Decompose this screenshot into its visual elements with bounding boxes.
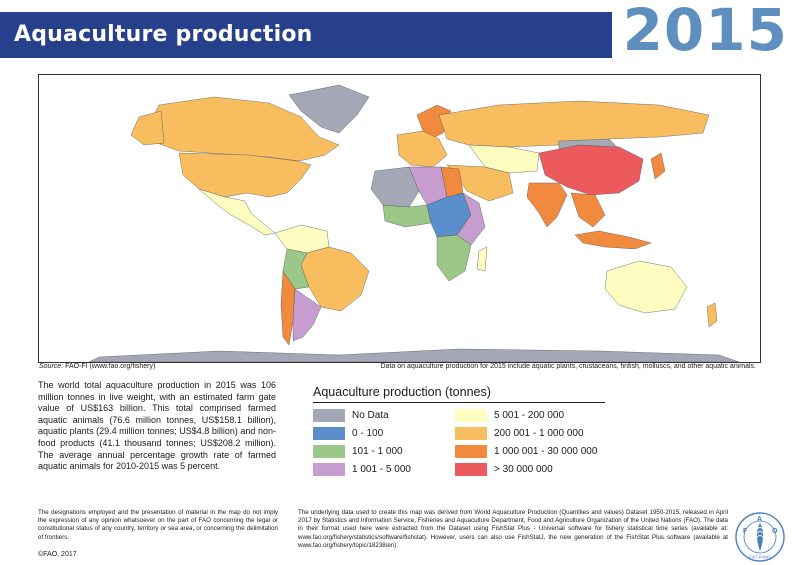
middle-east bbox=[446, 164, 514, 202]
logo-motto: FIAT PANIS bbox=[749, 555, 771, 560]
legend-label: 0 - 100 bbox=[352, 428, 384, 439]
madagascar bbox=[476, 246, 488, 272]
new-zealand bbox=[706, 302, 718, 328]
page-title: Aquaculture production bbox=[14, 22, 313, 47]
fao-logo: F A O FIAT PANIS bbox=[735, 512, 785, 562]
legend-item-5001-200000: 5 001 - 200 000 bbox=[455, 409, 605, 422]
legend-swatch bbox=[313, 445, 345, 458]
canada bbox=[148, 96, 340, 162]
world-map-svg bbox=[88, 84, 740, 362]
argentina bbox=[292, 288, 322, 342]
legend-swatch bbox=[313, 463, 345, 476]
map-note: Data on aquaculture production for 2015 … bbox=[380, 363, 757, 370]
source-label: Source: bbox=[39, 363, 64, 370]
summary-text: The world total aquaculture production i… bbox=[38, 380, 276, 472]
united-states bbox=[178, 152, 312, 198]
indonesia bbox=[574, 230, 652, 250]
header: Aquaculture production 2015 bbox=[0, 0, 800, 64]
legend-swatch bbox=[455, 427, 487, 440]
alaska bbox=[130, 110, 165, 146]
legend-swatch bbox=[455, 445, 487, 458]
legend-item-over-30000000: > 30 000 000 bbox=[455, 463, 605, 476]
southern-africa bbox=[436, 234, 472, 282]
australia bbox=[604, 260, 688, 314]
legend-label: No Data bbox=[352, 410, 389, 421]
legend-label: 1 001 - 5 000 bbox=[352, 464, 411, 475]
legend-label: > 30 000 000 bbox=[494, 464, 553, 475]
western-europe bbox=[396, 130, 448, 168]
russia bbox=[438, 100, 710, 148]
japan bbox=[650, 152, 666, 180]
colombia-venezuela bbox=[274, 224, 330, 254]
logo-letter-o: O bbox=[772, 528, 778, 535]
legend-swatch bbox=[313, 409, 345, 422]
world-map bbox=[38, 74, 761, 363]
legend-item-no-data: No Data bbox=[313, 409, 453, 422]
legend-label: 5 001 - 200 000 bbox=[494, 410, 565, 421]
legend: Aquaculture production (tonnes) No Data … bbox=[313, 385, 605, 476]
legend-label: 200 001 - 1 000 000 bbox=[494, 428, 584, 439]
mongolia bbox=[558, 138, 618, 150]
data-source-note: The underlying data used to create this … bbox=[298, 509, 728, 549]
year-label: 2015 bbox=[622, 0, 788, 64]
logo-letter-f: F bbox=[743, 528, 748, 535]
legend-label: 1 000 001 - 30 000 000 bbox=[494, 446, 598, 457]
legend-item-1000001-30000000: 1 000 001 - 30 000 000 bbox=[455, 445, 605, 458]
legend-swatch bbox=[455, 409, 487, 422]
legend-item-0-100: 0 - 100 bbox=[313, 427, 453, 440]
india bbox=[526, 182, 568, 228]
southeast-asia bbox=[570, 192, 606, 228]
legend-title: Aquaculture production (tonnes) bbox=[313, 385, 605, 403]
legend-swatch bbox=[455, 463, 487, 476]
legend-label: 101 - 1 000 bbox=[352, 446, 403, 457]
source-text: FAO-FI (www.fao.org/fishery) bbox=[65, 363, 156, 370]
title-bar: Aquaculture production bbox=[0, 12, 612, 58]
legend-item-200001-1000000: 200 001 - 1 000 000 bbox=[455, 427, 605, 440]
legend-item-1001-5000: 1 001 - 5 000 bbox=[313, 463, 453, 476]
legend-grid: No Data 5 001 - 200 000 0 - 100 200 001 … bbox=[313, 409, 605, 476]
antarctica bbox=[88, 348, 740, 362]
copyright: ©FAO, 2017 bbox=[38, 551, 77, 558]
west-africa bbox=[382, 204, 432, 228]
greenland bbox=[288, 84, 370, 134]
disclaimer: The designations employed and the presen… bbox=[38, 509, 278, 541]
legend-swatch bbox=[313, 427, 345, 440]
map-source: Source: FAO-FI (www.fao.org/fishery) bbox=[39, 363, 155, 370]
legend-item-101-1000: 101 - 1 000 bbox=[313, 445, 453, 458]
logo-letter-a: A bbox=[757, 516, 762, 523]
